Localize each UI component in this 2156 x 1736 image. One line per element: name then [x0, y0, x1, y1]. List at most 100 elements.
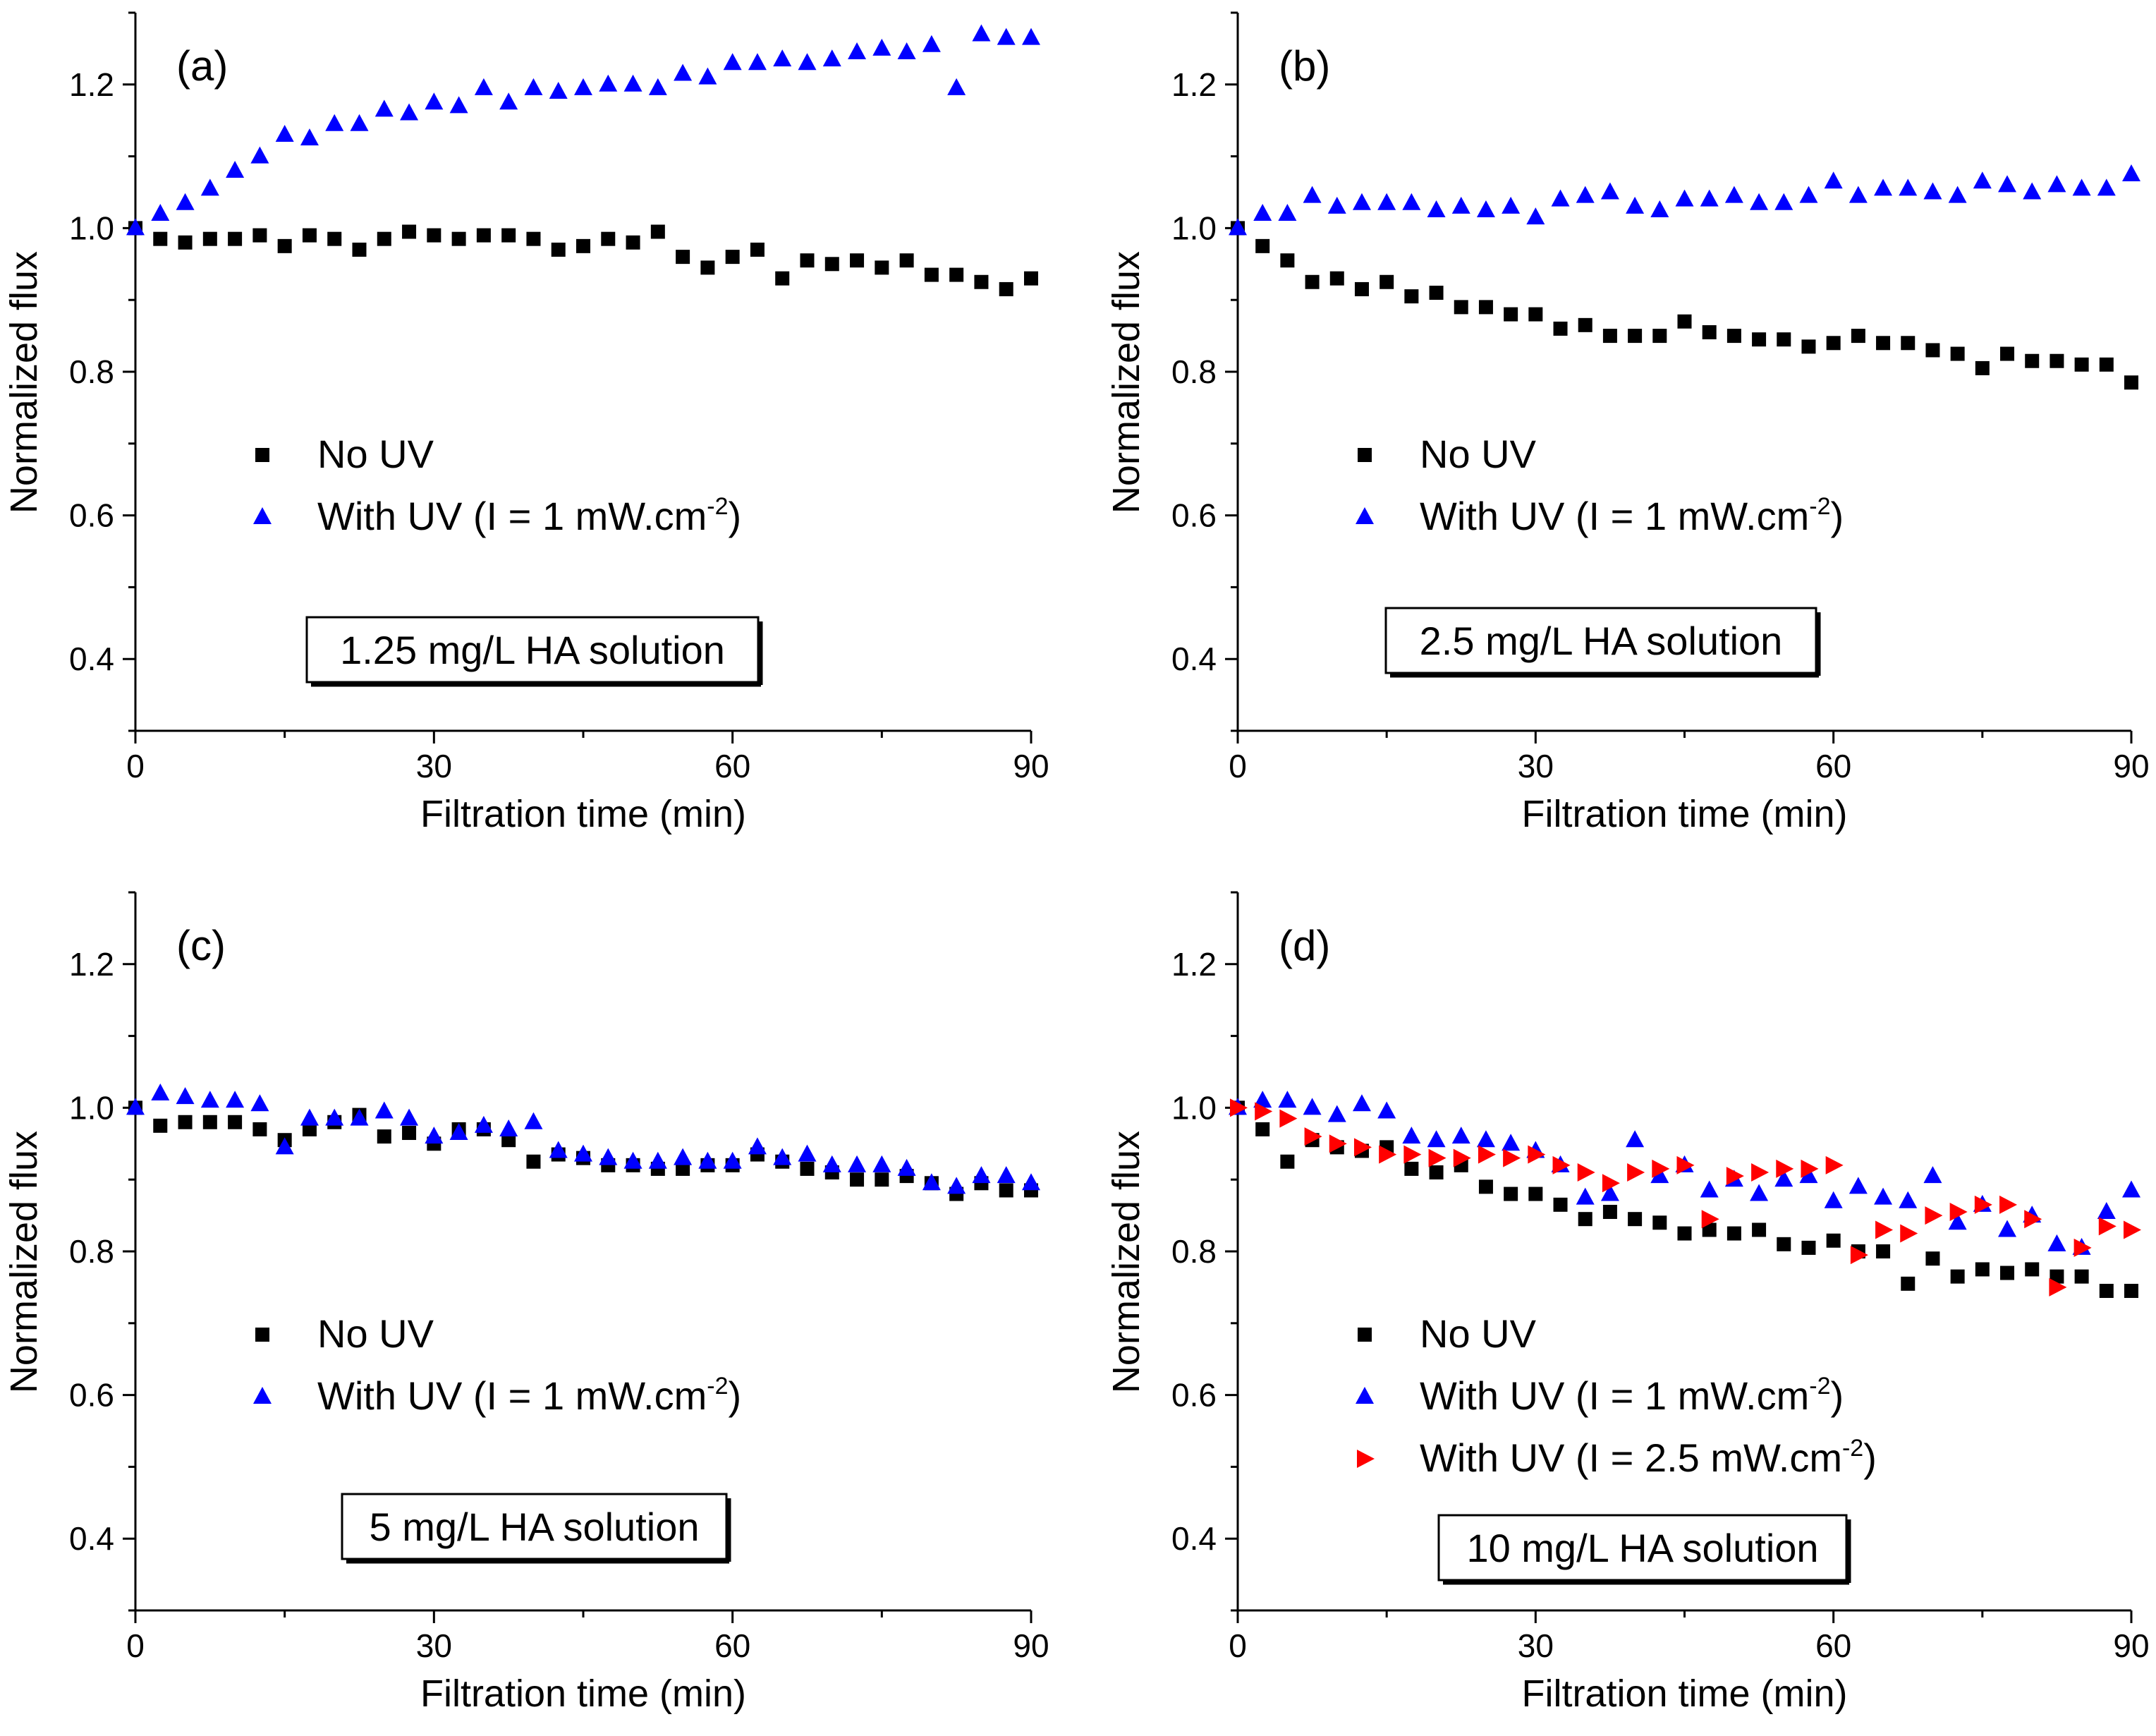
- data-point: [1998, 175, 2017, 193]
- legend-marker: [255, 448, 269, 462]
- data-point: [650, 224, 665, 239]
- data-point: [850, 253, 865, 268]
- data-point: [1377, 193, 1396, 210]
- data-point: [2124, 1283, 2138, 1298]
- data-point: [1826, 336, 1841, 351]
- data-point: [798, 53, 817, 71]
- data-point: [1478, 1145, 1496, 1164]
- data-point: [449, 1123, 468, 1141]
- data-point: [1626, 196, 1645, 214]
- data-point: [1676, 1155, 1695, 1174]
- data-point: [1776, 1159, 1794, 1178]
- data-point: [1652, 1215, 1667, 1230]
- data-point: [2025, 1262, 2040, 1277]
- legend-entry: With UV (I = 1 mW.cm-2): [1420, 493, 1844, 538]
- annotation-text: 2.5 mg/L HA solution: [1420, 619, 1783, 663]
- data-point: [1476, 200, 1495, 217]
- data-point: [1825, 1155, 1844, 1174]
- data-point: [250, 1094, 269, 1112]
- annotation-box: [341, 1493, 728, 1560]
- data-point: [1799, 1166, 1818, 1184]
- data-point: [1280, 1154, 1295, 1169]
- data-point: [2099, 1283, 2114, 1298]
- y-tick-label: 0.6: [1171, 1377, 1217, 1414]
- data-point: [698, 67, 717, 85]
- annotation-text: 5 mg/L HA solution: [370, 1505, 700, 1549]
- data-point: [474, 78, 493, 95]
- data-point: [1253, 204, 1272, 221]
- data-point: [1849, 1177, 1868, 1194]
- data-point: [2000, 346, 2015, 361]
- panel-label: (c): [176, 922, 226, 969]
- data-point: [824, 257, 839, 272]
- data-point: [1628, 329, 1643, 344]
- data-point: [476, 228, 491, 243]
- legend-entry: No UV: [1420, 432, 1537, 476]
- series-2: [1230, 1098, 2141, 1297]
- data-point: [549, 1141, 568, 1158]
- data-point: [325, 1108, 344, 1126]
- data-point: [1899, 178, 1918, 196]
- data-point: [1280, 253, 1295, 268]
- data-point: [848, 42, 867, 59]
- data-point: [176, 1087, 195, 1105]
- y-tick-label: 0.6: [69, 497, 114, 534]
- data-point: [1402, 1127, 1421, 1144]
- data-point: [1602, 1205, 1617, 1220]
- data-point: [1304, 1127, 1322, 1146]
- data-point: [1354, 281, 1369, 296]
- data-point: [300, 1108, 319, 1126]
- data-point: [899, 253, 914, 268]
- data-point: [499, 1119, 518, 1136]
- data-point: [1650, 200, 1669, 217]
- data-point: [226, 1091, 245, 1108]
- data-point: [576, 238, 590, 253]
- data-point: [2072, 178, 2091, 196]
- data-point: [200, 1091, 219, 1108]
- data-point: [897, 42, 916, 59]
- data-point: [1925, 1206, 1943, 1225]
- data-point: [1948, 186, 1967, 203]
- data-point: [1255, 1122, 1270, 1136]
- data-point: [1675, 189, 1694, 207]
- data-point: [474, 1115, 493, 1133]
- data-point: [872, 38, 891, 56]
- series-1: [126, 24, 1040, 236]
- data-point: [1826, 1233, 1841, 1248]
- data-point: [822, 1155, 841, 1172]
- series-1: [126, 1084, 1040, 1194]
- data-point: [748, 1137, 767, 1155]
- data-point: [402, 1126, 417, 1141]
- data-point: [1428, 1148, 1447, 1167]
- data-point: [549, 81, 568, 99]
- data-point: [773, 1148, 792, 1165]
- data-point: [947, 1177, 966, 1194]
- data-point: [1024, 271, 1038, 286]
- panel-a: 0.4 0.6 0.8 1.0 1.2 0 30 60 90 Filtration time (m…: [3, 11, 1049, 835]
- data-point: [648, 78, 667, 95]
- data-point: [999, 281, 1013, 296]
- data-point: [1702, 325, 1717, 340]
- legend-marker: [253, 1387, 272, 1404]
- x-tick-label: 60: [1815, 1627, 1851, 1664]
- data-point: [1677, 314, 1692, 329]
- data-point: [250, 146, 269, 164]
- data-point: [499, 92, 518, 110]
- x-tick-label: 30: [1518, 1627, 1554, 1664]
- data-point: [1652, 1159, 1670, 1178]
- legend-entry: No UV: [317, 432, 434, 476]
- legend-marker: [1358, 1328, 1372, 1342]
- data-point: [400, 103, 419, 121]
- data-point: [1752, 332, 1767, 347]
- data-point: [997, 1166, 1016, 1184]
- data-point: [574, 1144, 592, 1162]
- legend-marker: [253, 507, 272, 524]
- panel-c: 0.4 0.6 0.8 1.0 1.2 0 30 60 90 Filtration time (m…: [3, 891, 1049, 1715]
- data-point: [202, 1115, 217, 1129]
- panel-label: (b): [1279, 42, 1330, 90]
- y-tick-label: 0.4: [1171, 1520, 1217, 1557]
- legend-marker: [1358, 448, 1372, 462]
- data-point: [1751, 1163, 1770, 1182]
- annotation-box: [1437, 1514, 1848, 1582]
- data-point: [2097, 1202, 2116, 1220]
